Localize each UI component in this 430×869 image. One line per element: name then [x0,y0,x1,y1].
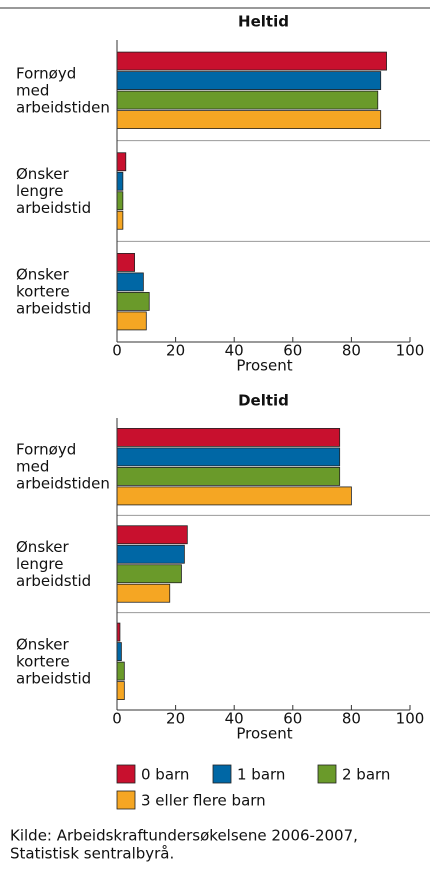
bar [116,311,147,331]
x-axis-label: Prosent [236,725,292,743]
bar [116,110,382,129]
bar [116,210,124,230]
x-tick-label: 40 [225,710,244,728]
source-line: Kilde: Arbeidskraftundersøkelsene 2006-2… [10,827,358,845]
bar [116,544,185,564]
bar [116,467,341,486]
bar [116,272,144,292]
x-tick-label: 60 [283,710,302,728]
legend-swatch [116,790,136,810]
x-tick-label: 20 [166,342,185,360]
bar [116,51,387,71]
bar [116,447,341,467]
legend-swatch [116,764,136,784]
bar [116,253,135,272]
legend-swatch [212,764,232,784]
chart-title: Deltid [238,392,289,410]
bar [116,564,182,584]
x-axis-label: Prosent [236,357,292,375]
bar [116,642,122,661]
category-label: Fornøyd med arbeidstiden [16,64,110,116]
bar [116,583,171,603]
legend-swatch [317,764,337,784]
category-label: Ønsker kortere arbeidstid [16,265,91,317]
bar [116,661,125,681]
bar [116,152,127,172]
x-tick-label: 60 [283,342,302,360]
bar [116,486,352,506]
x-tick-label: 0 [112,342,122,360]
category-label: Ønsker lengre arbeidstid [16,538,91,590]
x-tick-label: 100 [396,710,425,728]
chart-title: Heltid [238,13,289,31]
legend-label: 2 barn [342,766,390,784]
category-label: Fornøyd med arbeidstiden [16,440,110,492]
bar [116,681,125,700]
x-tick-label: 100 [396,342,425,360]
bar [116,191,124,211]
x-tick-label: 0 [112,710,122,728]
bar [116,90,379,110]
x-tick-label: 40 [225,342,244,360]
legend-label: 0 barn [141,766,189,784]
legend-label: 3 eller flere barn [141,792,266,810]
source-line: Statistisk sentralbyrå. [10,845,174,863]
x-tick-label: 20 [166,710,185,728]
legend-label: 1 barn [237,766,285,784]
bar [116,71,382,90]
bar [116,292,150,311]
bar [116,428,341,447]
bar [116,171,124,191]
category-label: Ønsker kortere arbeidstid [16,635,91,687]
x-tick-label: 80 [342,342,361,360]
x-tick-label: 80 [342,710,361,728]
category-label: Ønsker lengre arbeidstid [16,165,91,217]
bar [116,525,188,545]
